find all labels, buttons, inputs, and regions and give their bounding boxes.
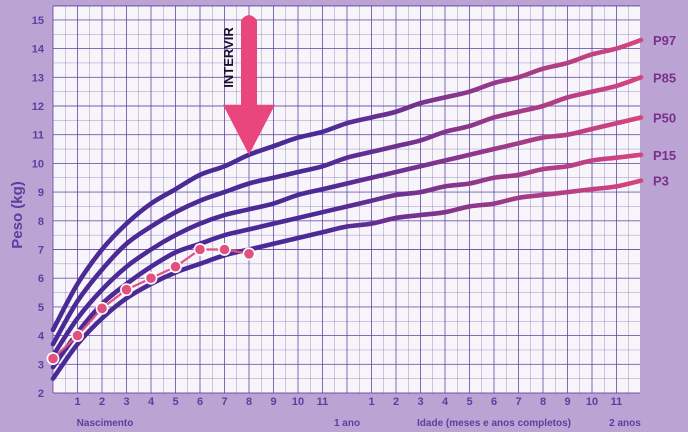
x-tick-label: 9 [564, 396, 570, 408]
x-tick-label: 11 [317, 396, 329, 408]
x-tick-label: 3 [417, 396, 423, 408]
y-tick-label: 2 [38, 388, 44, 400]
x-tick-label: 1 [74, 396, 80, 408]
y-tick-label: 9 [38, 187, 44, 199]
label-p50: P50 [653, 110, 676, 125]
child-weight-line [46, 243, 256, 365]
x-tick-label: 3 [123, 396, 129, 408]
x-tick-label: 1 [368, 396, 374, 408]
y-tick-label: 7 [38, 245, 44, 257]
child-point [242, 247, 256, 261]
x-tick-label: 8 [246, 396, 252, 408]
y-tick-label: 10 [32, 158, 44, 170]
child-point [169, 260, 182, 274]
x-tick-label: 8 [540, 396, 546, 408]
x-tick-label: 11 [611, 396, 623, 408]
child-point [218, 243, 231, 256]
y-tick-label: 12 [32, 101, 44, 113]
arrow-shape [223, 15, 275, 155]
child-point [193, 243, 207, 256]
curve-p85 [50, 75, 644, 347]
label-p85: P85 [653, 70, 676, 85]
x-tick-label: 6 [197, 396, 203, 408]
x-tick-label: 4 [442, 396, 449, 408]
x-tick-label: 10 [586, 396, 598, 408]
child-point [144, 271, 158, 285]
x-tick-label: 5 [172, 396, 178, 408]
y-tick-label: 3 [38, 359, 44, 371]
child-point [120, 283, 133, 297]
curve-p15 [50, 152, 644, 370]
x-landmark-birth: Nascimento [77, 418, 134, 429]
child-point [46, 352, 60, 365]
y-tick-label: 6 [38, 273, 44, 285]
x-axis-label: Idade (meses e anos completos) [417, 418, 571, 429]
x-landmark-one-year: 1 ano [334, 418, 360, 429]
percentile-labels: P97 P85 P50 P15 P3 [653, 33, 676, 189]
intervir-label: INTERVIR [221, 27, 236, 88]
label-p15: P15 [653, 148, 676, 163]
y-tick-label: 5 [38, 302, 44, 314]
label-p97: P97 [653, 33, 676, 48]
x-tick-label: 2 [99, 396, 105, 408]
child-point [95, 301, 109, 315]
curve-p50 [50, 115, 644, 358]
y-tick-label: 8 [38, 216, 44, 228]
x-tick-label: 4 [148, 396, 155, 408]
x-tick-label: 5 [466, 396, 472, 408]
x-tick-label: 10 [292, 396, 304, 408]
y-axis-label: Peso (kg) [9, 181, 26, 249]
grid [52, 5, 640, 394]
x-tick-label: 9 [270, 396, 276, 408]
x-tick-label: 7 [515, 396, 521, 408]
x-tick-label: 2 [393, 396, 399, 408]
label-p3: P3 [653, 174, 669, 189]
y-tick-label: 15 [32, 15, 44, 27]
x-tick-label: 6 [491, 396, 497, 408]
y-tick-label: 13 [32, 72, 44, 84]
x-landmark-two-years: 2 anos [609, 418, 641, 429]
intervir-arrow: INTERVIR [221, 15, 275, 155]
child-point [71, 329, 84, 342]
y-tick-label: 4 [38, 331, 45, 343]
plot-area [53, 6, 640, 393]
x-tick-label: 7 [221, 396, 227, 408]
curve-p97 [50, 37, 644, 333]
y-tick-label: 11 [32, 130, 44, 142]
y-tick-label: 14 [32, 44, 45, 56]
